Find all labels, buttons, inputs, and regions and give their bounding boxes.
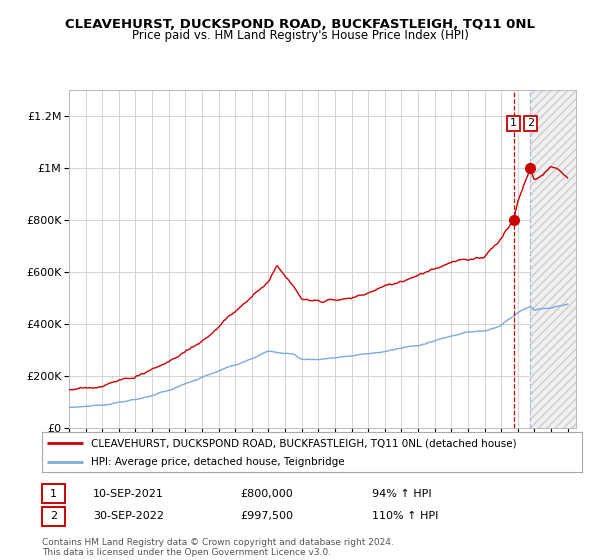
Text: 2: 2 [50,511,57,521]
Text: 1: 1 [50,489,57,499]
Bar [530,90,576,428]
Text: 2: 2 [527,119,534,128]
Text: CLEAVEHURST, DUCKSPOND ROAD, BUCKFASTLEIGH, TQ11 0NL: CLEAVEHURST, DUCKSPOND ROAD, BUCKFASTLEI… [65,18,535,31]
Text: £997,500: £997,500 [240,511,293,521]
Text: 10-SEP-2021: 10-SEP-2021 [93,489,164,499]
Text: Price paid vs. HM Land Registry's House Price Index (HPI): Price paid vs. HM Land Registry's House … [131,29,469,42]
Text: HPI: Average price, detached house, Teignbridge: HPI: Average price, detached house, Teig… [91,457,344,466]
Text: Contains HM Land Registry data © Crown copyright and database right 2024.
This d: Contains HM Land Registry data © Crown c… [42,538,394,557]
Text: 94% ↑ HPI: 94% ↑ HPI [372,489,431,499]
Text: £800,000: £800,000 [240,489,293,499]
Text: CLEAVEHURST, DUCKSPOND ROAD, BUCKFASTLEIGH, TQ11 0NL (detached house): CLEAVEHURST, DUCKSPOND ROAD, BUCKFASTLEI… [91,438,516,449]
Text: 1: 1 [510,119,517,128]
Text: 30-SEP-2022: 30-SEP-2022 [93,511,164,521]
Text: 110% ↑ HPI: 110% ↑ HPI [372,511,439,521]
